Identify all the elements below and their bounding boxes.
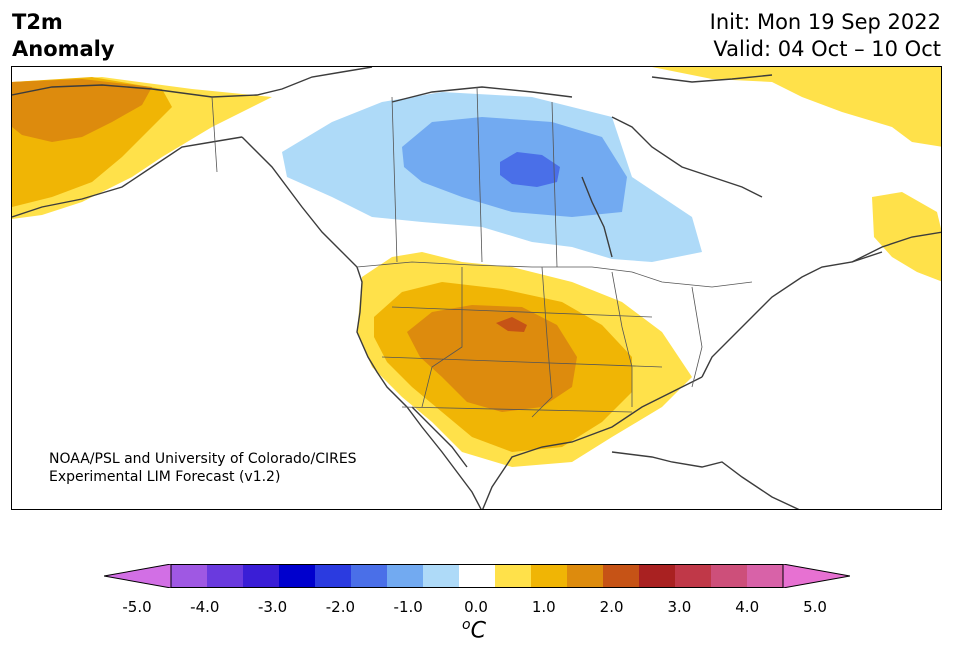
colorbar-segment <box>171 564 208 588</box>
unit-degree: o <box>462 617 471 633</box>
colorbar-tick-label: -1.0 <box>393 598 423 616</box>
warm-anomaly-1-5 <box>407 305 577 412</box>
colorbar-segment <box>459 564 496 588</box>
colorbar-tick-label: 2.0 <box>599 598 624 616</box>
colorbar-segment <box>567 564 604 588</box>
colorbar-segment <box>351 564 388 588</box>
colorbar-extend-high <box>782 563 851 589</box>
colorbar <box>103 563 851 589</box>
colorbar-segment <box>207 564 244 588</box>
forecast-dates: Init: Mon 19 Sep 2022 Valid: 04 Oct – 10… <box>710 9 941 63</box>
colorbar-segment <box>603 564 640 588</box>
greenland-anomaly-0-5 <box>652 67 941 147</box>
credit-line-2: Experimental LIM Forecast (v1.2) <box>49 469 281 485</box>
coastlines <box>12 67 941 509</box>
colorbar-extend-low <box>103 563 172 589</box>
colorbar-segment <box>639 564 676 588</box>
colorbar-tick-label: 0.0 <box>464 598 488 616</box>
warm-anomaly-2-0 <box>496 317 527 332</box>
colorbar-tick-label: -3.0 <box>257 598 288 616</box>
colorbar-tick-label: -4.0 <box>190 598 220 616</box>
colorbar-outline <box>170 564 784 588</box>
colorbar-tick-label: -5.0 <box>122 598 152 616</box>
credit-line-1: NOAA/PSL and University of Colorado/CIRE… <box>49 451 357 467</box>
unit-celsius: C <box>470 618 486 644</box>
colorbar-tick-label: 5.0 <box>803 598 827 616</box>
init-date: Init: Mon 19 Sep 2022 <box>709 10 941 34</box>
colorbar-segment <box>243 564 280 588</box>
colorbar-segment <box>315 564 352 588</box>
valid-range: Valid: 04 Oct – 10 Oct <box>713 37 941 61</box>
anomaly-label: Anomaly <box>12 37 115 61</box>
borders <box>211 86 753 418</box>
map-canvas <box>12 67 941 509</box>
cold-anomaly-1-5 <box>500 152 560 187</box>
colorbar-tick-label: 1.0 <box>531 598 556 616</box>
forecast-credit: NOAA/PSL and University of Colorado/CIRE… <box>49 450 357 486</box>
colorbar-segment <box>279 564 316 588</box>
colorbar-segment <box>387 564 424 588</box>
colorbar-tick-label: 4.0 <box>735 598 760 616</box>
colorbar-segment <box>711 564 748 588</box>
alaska-anomaly-1-5 <box>12 79 152 142</box>
colorbar-segment <box>747 564 784 588</box>
unit-label: oC <box>462 617 486 643</box>
colorbar-svg <box>103 563 851 589</box>
colorbar-tick-label: 3.0 <box>667 598 692 616</box>
anomaly-map <box>11 66 942 510</box>
map-title: T2m Anomaly <box>12 9 115 63</box>
labrador-anomaly-0-5 <box>872 192 941 282</box>
colorbar-segment <box>495 564 532 588</box>
variable-label: T2m <box>12 10 63 34</box>
colorbar-segment <box>675 564 712 588</box>
colorbar-tick-label: -2.0 <box>325 598 356 616</box>
colorbar-segment <box>531 564 568 588</box>
colorbar-segment <box>423 564 460 588</box>
